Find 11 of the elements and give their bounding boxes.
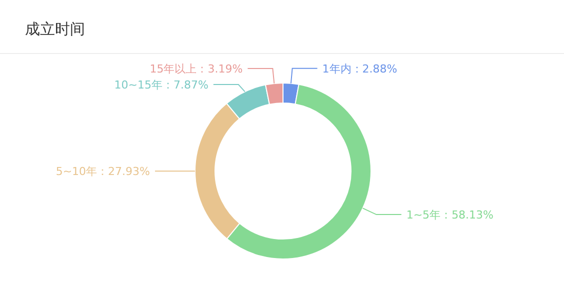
slice-label: 1年内 [322, 62, 352, 76]
slice-label: 1~5年 [406, 208, 441, 222]
data-label: ：2.88% [351, 62, 398, 76]
slice-label: 15年以上 [150, 62, 197, 76]
data-label: ：3.19% [196, 62, 243, 76]
slice-label: 5~10年 [56, 165, 98, 178]
data-label: ：27.93% [97, 165, 150, 178]
data-label: ：58.13% [440, 208, 494, 222]
data-label: ：7.87% [162, 78, 208, 92]
slice-label: 10~15年 [114, 78, 162, 92]
chart-title: 成立时间 [25, 20, 85, 38]
